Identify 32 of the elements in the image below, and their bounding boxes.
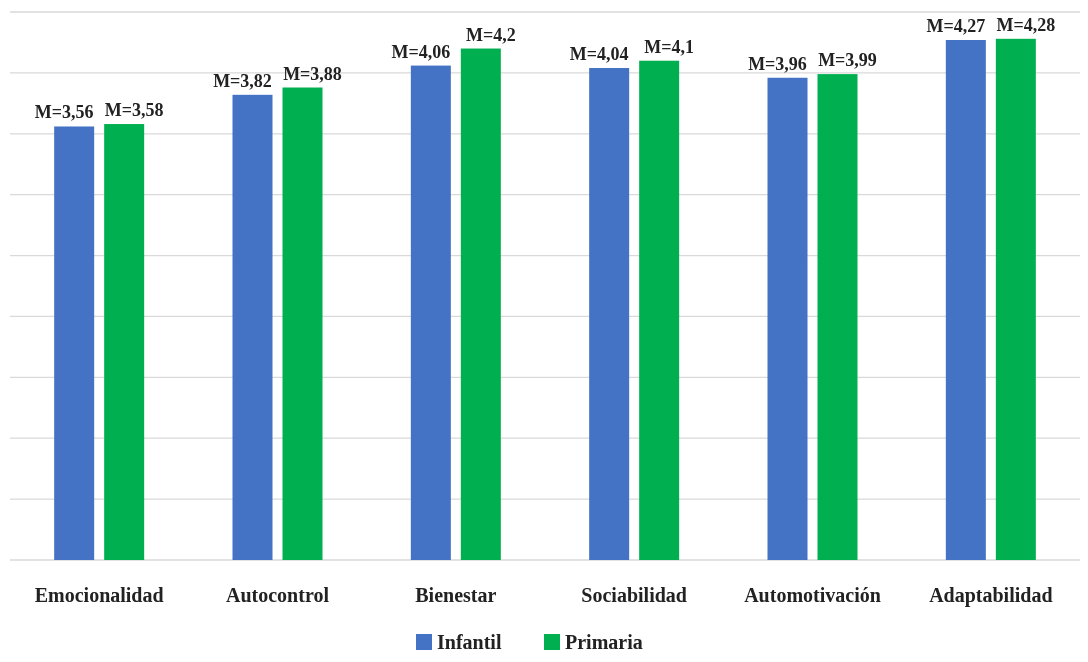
bar — [232, 94, 273, 560]
x-tick-label: Sociabilidad — [581, 584, 687, 606]
bar — [945, 40, 986, 560]
bar — [54, 126, 95, 560]
data-label: M=4,1 — [644, 36, 695, 57]
bar — [104, 124, 145, 560]
data-label: M=4,28 — [996, 14, 1056, 35]
data-label: M=3,88 — [283, 63, 342, 84]
bar — [767, 77, 808, 560]
bar — [410, 65, 451, 560]
bar — [817, 74, 858, 560]
legend-label: Primaria — [565, 631, 643, 653]
x-tick-label: Automotivación — [744, 584, 881, 606]
bar — [995, 38, 1036, 560]
data-label: M=3,58 — [104, 100, 164, 121]
bar — [282, 87, 323, 560]
data-label: M=3,99 — [818, 50, 877, 71]
legend-label: Infantil — [437, 631, 502, 653]
data-label: M=4,04 — [569, 44, 629, 65]
data-label: M=4,2 — [465, 24, 516, 45]
x-tick-label: Autocontrol — [226, 584, 330, 606]
x-tick-label: Adaptabilidad — [929, 584, 1053, 607]
data-label: M=4,27 — [926, 16, 986, 37]
x-tick-label: Emocionalidad — [34, 584, 164, 606]
bar — [589, 68, 630, 560]
data-label: M=3,56 — [34, 102, 94, 123]
data-label: M=3,82 — [213, 70, 272, 91]
bar — [639, 60, 680, 560]
bar — [460, 48, 501, 560]
data-label: M=4,06 — [391, 41, 451, 62]
x-tick-label: Bienestar — [415, 584, 497, 606]
data-label: M=3,96 — [748, 53, 807, 74]
